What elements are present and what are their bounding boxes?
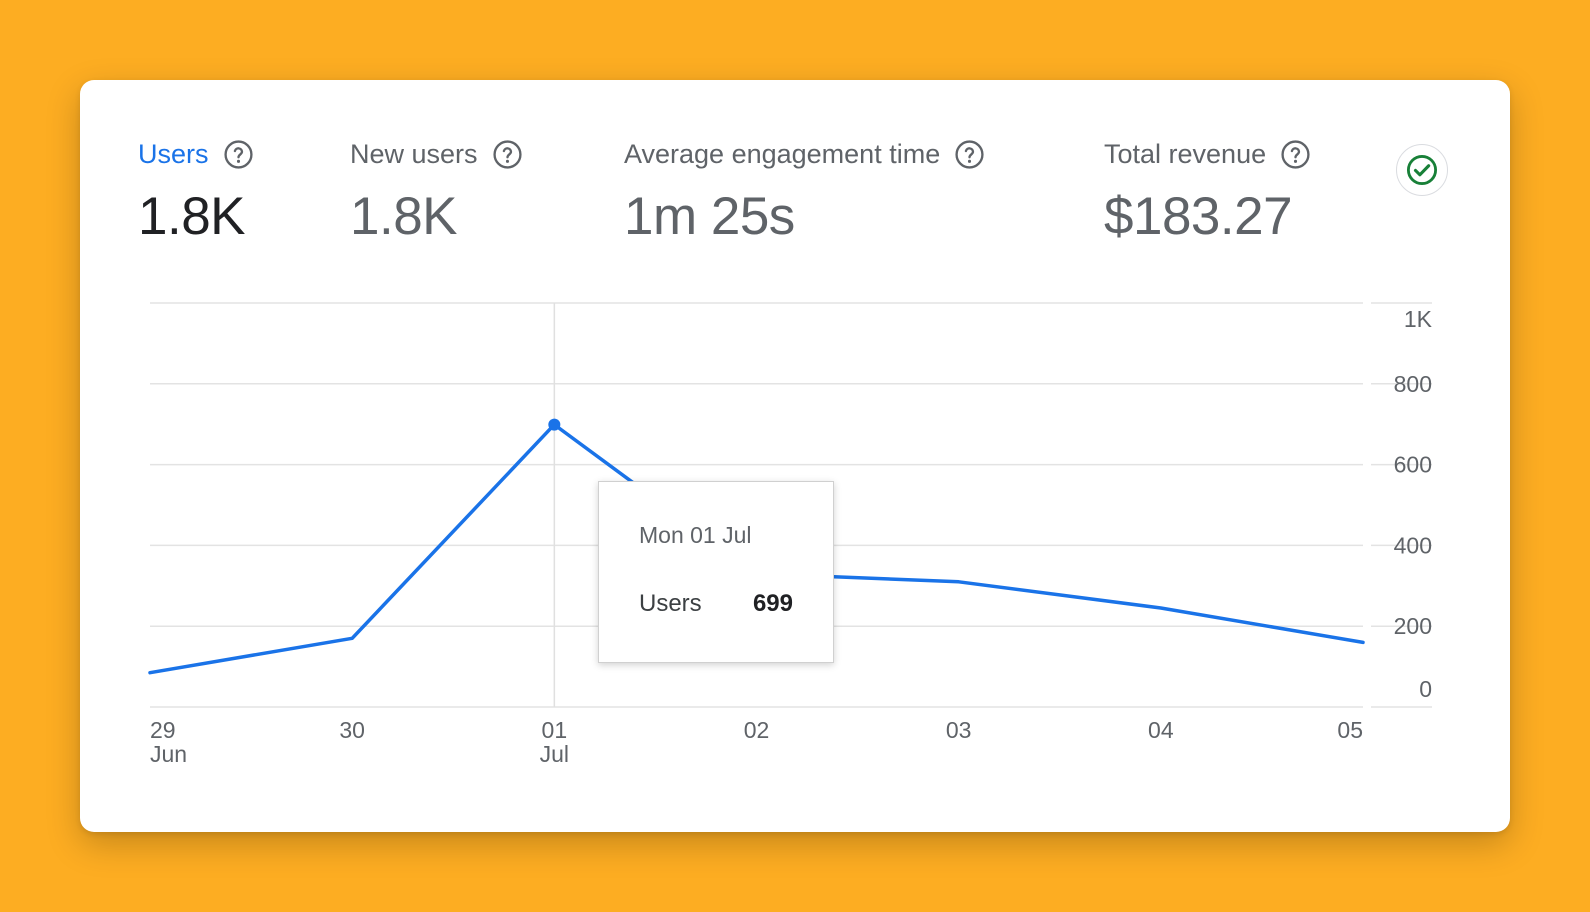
tooltip-metric-value: 699 — [752, 590, 793, 617]
metric-users[interactable]: Users 1.8K — [138, 136, 254, 247]
metric-value: 1m 25s — [624, 187, 795, 246]
metric-value: 1.8K — [350, 187, 458, 246]
metric-new-users[interactable]: New users 1.8K — [350, 136, 523, 247]
help-circle-icon[interactable] — [954, 139, 985, 170]
status-check-button[interactable] — [1396, 144, 1448, 196]
x-tick-label: 30 — [339, 717, 365, 743]
x-tick-label: 03 — [946, 717, 972, 743]
y-tick-label: 800 — [1394, 371, 1432, 397]
metric-value: 1.8K — [138, 187, 246, 246]
tooltip-date: Mon 01 Jul — [639, 522, 752, 548]
tooltip-metric-label: Users — [639, 590, 702, 617]
y-tick-label: 1K — [1404, 306, 1433, 332]
help-circle-icon[interactable] — [223, 139, 254, 170]
x-tick-label: 29 — [150, 717, 176, 743]
highlighted-point — [548, 418, 561, 431]
help-circle-icon[interactable] — [1280, 139, 1311, 170]
x-tick-label: 04 — [1148, 717, 1174, 743]
check-circle-icon — [1406, 154, 1438, 186]
metric-value: $183.27 — [1104, 187, 1293, 246]
chart-tooltip: Mon 01 Jul Users 699 — [598, 481, 834, 663]
metric-total-revenue[interactable]: Total revenue $183.27 — [1104, 136, 1311, 247]
y-tick-label: 600 — [1394, 452, 1432, 478]
metric-label: Users — [138, 138, 209, 169]
analytics-card: Users 1.8K New users 1.8K Average engage… — [80, 80, 1510, 832]
help-circle-icon[interactable] — [492, 139, 523, 170]
y-tick-label: 0 — [1419, 676, 1432, 702]
metric-label: Total revenue — [1104, 138, 1267, 169]
metric-label: Average engagement time — [624, 138, 941, 169]
x-tick-label: 02 — [744, 717, 770, 743]
x-tick-label: Jul — [540, 741, 569, 767]
metric-label: New users — [350, 138, 478, 169]
x-tick-label: 05 — [1337, 717, 1363, 743]
metric-average-engagement-time[interactable]: Average engagement time 1m 25s — [624, 136, 985, 247]
tooltip-row: Users 699 — [639, 590, 793, 618]
x-tick-label: Jun — [150, 741, 187, 767]
y-tick-label: 400 — [1394, 532, 1432, 558]
x-tick-label: 01 — [542, 717, 568, 743]
y-tick-label: 200 — [1394, 613, 1432, 639]
